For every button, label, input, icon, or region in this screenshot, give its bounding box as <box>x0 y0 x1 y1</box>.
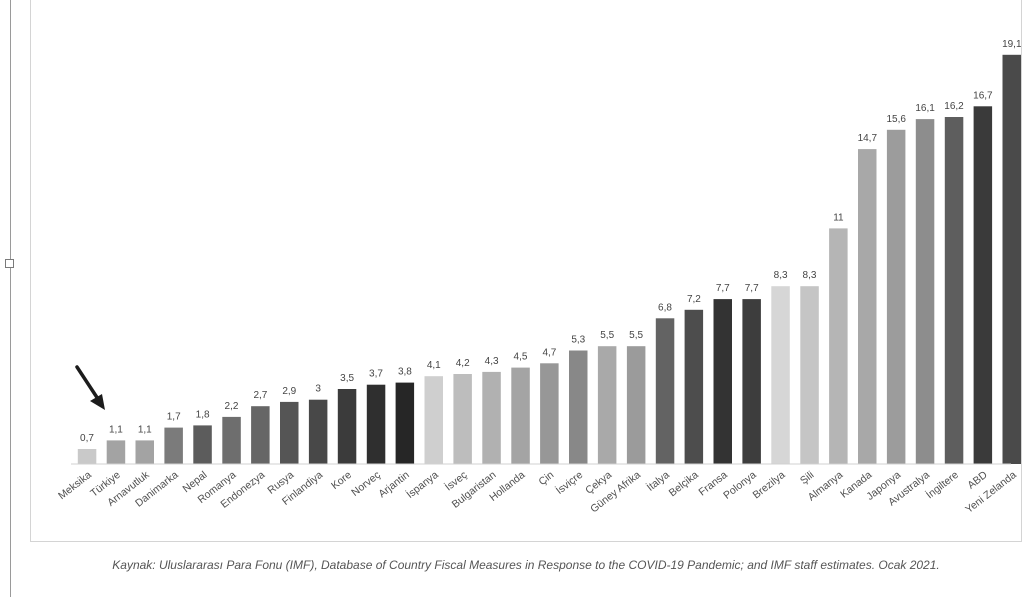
value-label-ingiltere: 16,2 <box>944 101 964 112</box>
bar-avustralya <box>915 119 935 464</box>
bar-cin <box>540 363 559 464</box>
bar-japonya <box>886 129 906 465</box>
bar-arjantin <box>395 382 415 464</box>
bar-fransa <box>713 299 732 464</box>
value-label-sili: 8,3 <box>803 270 817 281</box>
arrow-annotation <box>75 365 105 410</box>
bar-meksika <box>77 449 97 464</box>
value-label-arjantin: 3,8 <box>398 367 412 378</box>
bar-abd <box>973 106 993 465</box>
value-label-guney-afrika: 5,5 <box>629 330 643 341</box>
value-label-cekya: 5,5 <box>600 330 614 341</box>
left-margin-rule <box>10 0 11 597</box>
resize-handle[interactable] <box>5 259 14 268</box>
value-label-isvicre: 5,3 <box>571 335 585 346</box>
bar-romanya <box>222 416 241 464</box>
value-label-romanya: 2,2 <box>225 401 239 412</box>
chart-frame: 0,7 1,1 1,1 1,7 1,8 2,2 2,7 2,9 3 3,5 3,7 3,8 4,1 4,2… <box>30 0 1022 542</box>
category-label-ingiltere: İngiltere <box>923 468 961 501</box>
bar-finlandiya <box>308 399 328 464</box>
value-label-japonya: 15,6 <box>886 114 906 125</box>
value-label-arnavutluk: 1,1 <box>138 424 152 435</box>
value-label-cin: 4,7 <box>542 347 556 358</box>
bar-kanada <box>858 149 877 464</box>
arrow-shaft <box>75 365 100 401</box>
bar-isvicre <box>569 350 588 464</box>
value-label-meksika: 0,7 <box>80 433 94 444</box>
value-label-yeni-zelanda: 19,1 <box>1002 39 1021 50</box>
value-label-fransa: 7,7 <box>716 283 730 294</box>
bar-isvec <box>453 374 472 464</box>
bar-belcika <box>684 309 704 464</box>
bar-bulgaristan <box>482 371 501 464</box>
bar-almanya <box>829 228 848 464</box>
source-note: Kaynak: Uluslararası Para Fonu (IMF), Da… <box>112 558 940 572</box>
category-label-belcika: Belçika <box>667 469 701 499</box>
value-label-norvec: 3,7 <box>369 369 383 380</box>
bar-endonezya <box>251 406 270 464</box>
value-label-ispanya: 4,1 <box>427 360 441 371</box>
value-label-danimarka: 1,7 <box>167 412 181 423</box>
category-label-isvicre: İsviçre <box>553 468 585 497</box>
bar-danimarka <box>164 427 183 464</box>
value-label-rusya: 2,9 <box>282 386 296 397</box>
value-label-kore: 3,5 <box>340 373 354 384</box>
category-label-brezilya: Brezilya <box>751 469 788 502</box>
category-label-polonya: Polonya <box>721 469 758 502</box>
bars-layer <box>77 54 1021 465</box>
bar-ingiltere <box>944 117 964 464</box>
bar-cekya <box>597 346 617 464</box>
value-label-isvec: 4,2 <box>456 358 470 369</box>
category-label-yeni-zelanda: Yeni Zelanda <box>963 469 1019 516</box>
value-label-belcika: 7,2 <box>687 294 701 305</box>
value-label-bulgaristan: 4,3 <box>485 356 499 367</box>
value-labels-layer: 0,7 1,1 1,1 1,7 1,8 2,2 2,7 2,9 3 3,5 3,7 3,8 4,1 4,2… <box>80 39 1021 444</box>
bar-guney-afrika <box>626 346 646 464</box>
category-label-ispanya: İspanya <box>404 468 441 501</box>
bar-kore <box>337 389 357 464</box>
value-label-italya: 6,8 <box>658 302 672 313</box>
value-label-endonezya: 2,7 <box>253 390 267 401</box>
value-label-turkiye: 1,1 <box>109 424 123 435</box>
bar-italya <box>655 318 675 464</box>
value-label-almanya: 11 <box>833 212 844 223</box>
category-label-meksika: Meksika <box>56 469 94 502</box>
arrow-head <box>90 394 105 410</box>
value-label-abd: 16,7 <box>973 90 993 101</box>
bar-norvec <box>366 384 386 464</box>
category-label-cin: Çin <box>536 469 556 488</box>
value-label-kanada: 14,7 <box>858 133 878 144</box>
bar-brezilya <box>771 286 790 464</box>
value-label-polonya: 7,7 <box>745 283 759 294</box>
bar-rusya <box>280 401 299 464</box>
bar-sili <box>800 286 819 464</box>
value-label-nepal: 1,8 <box>196 409 210 420</box>
bar-nepal <box>193 425 212 464</box>
bar-chart: 0,7 1,1 1,1 1,7 1,8 2,2 2,7 2,9 3 3,5 3,7 3,8 4,1 4,2… <box>56 39 1021 516</box>
bar-turkiye <box>106 440 126 464</box>
category-label-sili: Şili <box>798 469 816 487</box>
value-label-finlandiya: 3 <box>315 384 321 395</box>
value-label-hollanda: 4,5 <box>514 352 528 363</box>
bar-ispanya <box>424 376 443 464</box>
value-label-brezilya: 8,3 <box>774 270 788 281</box>
bar-yeni-zelanda <box>1002 54 1021 465</box>
value-label-avustralya: 16,1 <box>915 103 935 114</box>
bar-polonya <box>742 299 761 464</box>
bar-hollanda <box>511 367 530 464</box>
bar-arnavutluk <box>135 440 154 464</box>
